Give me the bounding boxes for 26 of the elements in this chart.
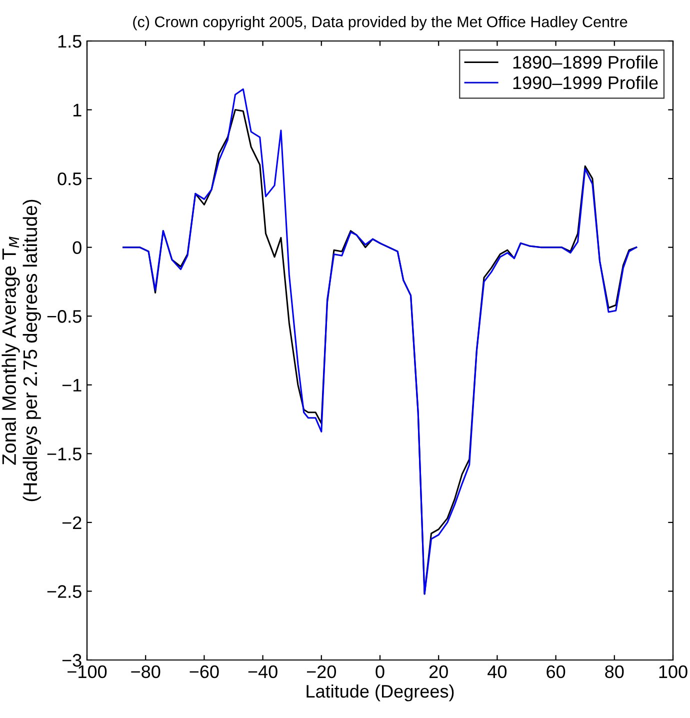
y-tick-label: −3 — [62, 654, 82, 667]
y-tick-label: −1.5 — [47, 448, 82, 460]
x-tick-label: 60 — [546, 665, 566, 678]
y-tick-label: −2.5 — [47, 585, 82, 598]
x-tick-label: 40 — [488, 665, 507, 678]
x-axis-title: Latitude (Degrees) — [306, 684, 454, 702]
x-tick-label: 80 — [605, 665, 624, 678]
y-tick-label: 1.5 — [58, 35, 82, 48]
y-axis-title: Zonal Monthly Average T$_{M}$ (Hadleys per 2.75 degrees latitude) — [2, 200, 41, 502]
legend-label: 1890–1899 Profile — [513, 55, 658, 69]
legend-label: 1990–1999 Profile — [513, 76, 658, 90]
x-tick-label: 0 — [376, 665, 384, 678]
y-tick-label: 0 — [72, 241, 82, 254]
x-tick-label: −100 — [68, 665, 107, 678]
y-tick-label: −1 — [62, 379, 82, 392]
chart-title: (c) Crown copyright 2005, Data provided by the Met Office Hadley Centre — [133, 16, 628, 30]
y-tick-label: −2 — [62, 516, 82, 529]
y-tick-label: 0.5 — [58, 172, 82, 186]
x-tick-label: 100 — [659, 665, 688, 678]
x-tick-label: 20 — [429, 665, 448, 678]
x-tick-label: −60 — [190, 665, 219, 678]
x-tick-label: −20 — [306, 665, 336, 678]
x-tick-label: −40 — [248, 665, 278, 678]
y-tick-label: 1 — [73, 104, 82, 116]
x-tick-label: −80 — [131, 665, 160, 678]
y-tick-label: −0.5 — [47, 310, 82, 323]
